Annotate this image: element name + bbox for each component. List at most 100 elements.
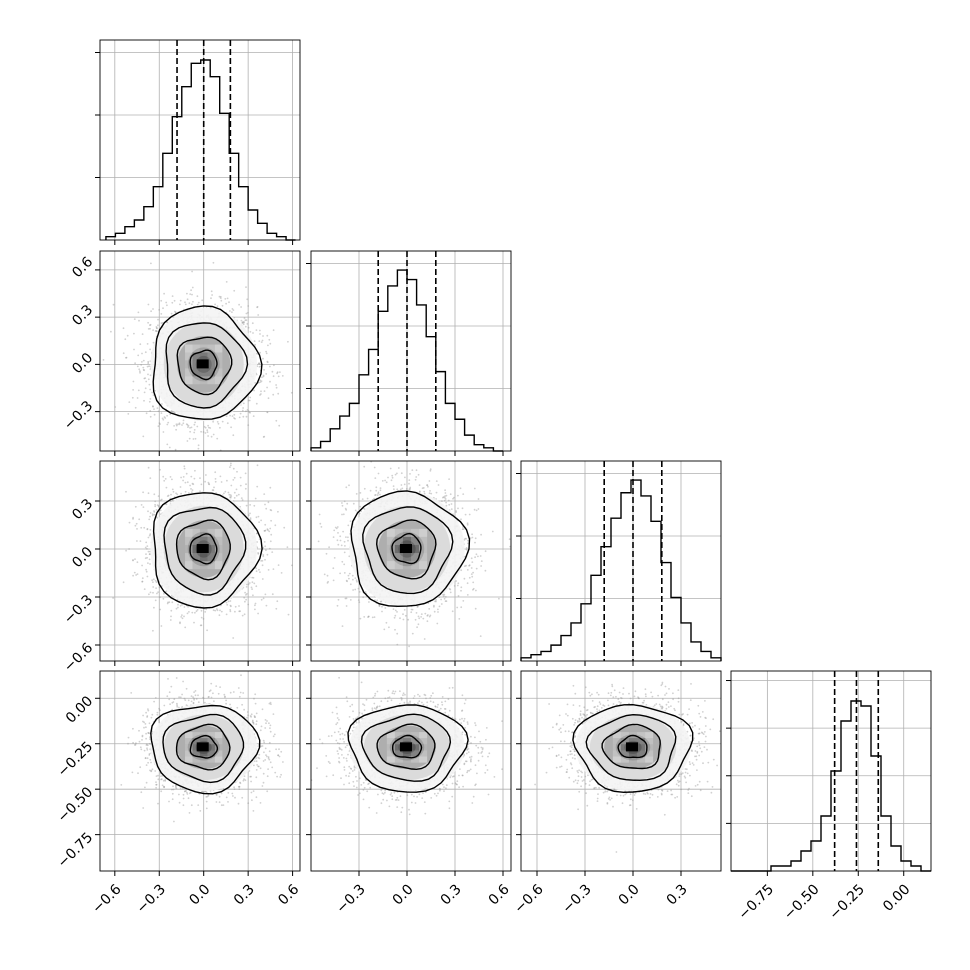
scatter-point xyxy=(141,333,144,335)
scatter-point xyxy=(193,431,196,434)
scatter-point xyxy=(149,398,152,400)
scatter-point xyxy=(149,477,152,479)
scatter-point xyxy=(283,526,286,529)
scatter-point xyxy=(260,380,263,382)
scatter-point xyxy=(232,434,235,437)
scatter-point xyxy=(267,397,270,400)
scatter-point xyxy=(241,322,244,324)
scatter-point xyxy=(156,327,159,330)
scatter-point xyxy=(267,501,270,504)
scatter-point xyxy=(268,530,271,533)
scatter-point xyxy=(161,417,164,420)
scatter-point xyxy=(200,609,203,612)
scatter-point xyxy=(177,603,179,606)
scatter-point xyxy=(255,516,258,519)
scatter-point xyxy=(149,553,151,555)
scatter-point xyxy=(242,402,245,405)
density-cell xyxy=(214,344,223,353)
scatter-point xyxy=(125,356,128,359)
scatter-point xyxy=(144,546,147,549)
scatter-point xyxy=(186,292,188,295)
scatter-point xyxy=(244,472,247,475)
scatter-point xyxy=(264,523,267,526)
scatter-point xyxy=(266,528,269,531)
scatter-point xyxy=(147,466,150,469)
scatter-point xyxy=(245,598,248,601)
scatter-point xyxy=(147,562,149,564)
scatter-point xyxy=(122,352,125,355)
scatter-point xyxy=(277,510,279,513)
scatter-point xyxy=(138,368,141,371)
scatter-point xyxy=(277,375,280,378)
scatter-point xyxy=(187,686,189,688)
scatter-point xyxy=(149,374,152,377)
scatter-point xyxy=(242,415,245,418)
scatter-point xyxy=(147,373,149,376)
scatter-point xyxy=(248,411,251,413)
scatter-point xyxy=(191,453,193,455)
scatter-point xyxy=(207,435,210,437)
scatter-point xyxy=(245,286,247,288)
scatter-point xyxy=(246,323,249,325)
scatter-point xyxy=(157,495,160,497)
scatter-point xyxy=(179,604,182,607)
scatter-point xyxy=(190,475,193,478)
scatter-point xyxy=(183,467,186,470)
scatter-point xyxy=(216,609,219,612)
density-cell xyxy=(207,360,215,369)
scatter-point xyxy=(187,426,189,428)
scatter-point xyxy=(190,488,192,490)
scatter-point xyxy=(166,495,169,497)
scatter-point xyxy=(247,583,250,586)
contour-line xyxy=(165,322,249,409)
scatter-point xyxy=(259,333,261,335)
scatter-point xyxy=(230,495,233,497)
scatter-point xyxy=(162,418,165,421)
scatter-point xyxy=(265,549,267,552)
density-cell xyxy=(199,368,208,377)
scatter-point xyxy=(251,322,254,325)
scatter-point xyxy=(204,426,207,429)
scatter-point xyxy=(249,517,252,520)
scatter-point xyxy=(237,493,240,496)
scatter-point xyxy=(238,610,241,613)
scatter-point xyxy=(166,414,169,417)
scatter-point xyxy=(152,581,154,583)
scatter-point xyxy=(280,572,283,574)
contour-line xyxy=(176,336,233,396)
scatter-point xyxy=(135,574,138,576)
scatter-point xyxy=(175,607,178,610)
scatter-point xyxy=(267,569,270,571)
scatter-point xyxy=(168,601,171,604)
scatter-point xyxy=(179,621,181,624)
scatter-point xyxy=(247,399,250,402)
scatter-point xyxy=(249,396,252,399)
scatter-point xyxy=(175,424,178,427)
scatter-point xyxy=(136,561,139,564)
scatter-point xyxy=(114,406,117,408)
scatter-point xyxy=(156,592,158,595)
scatter-point xyxy=(258,381,260,384)
density-cell xyxy=(207,368,215,377)
scatter-point xyxy=(182,479,185,482)
scatter-point xyxy=(225,302,228,305)
contour-line xyxy=(189,349,218,381)
scatter-point xyxy=(194,469,196,472)
scatter-point xyxy=(259,571,261,573)
scatter-point xyxy=(173,299,176,302)
scatter-point xyxy=(204,432,207,434)
scatter-point xyxy=(149,323,152,326)
scatter-point xyxy=(226,479,228,482)
scatter-point xyxy=(274,524,277,527)
scatter-point xyxy=(266,553,269,556)
scatter-point xyxy=(219,426,221,429)
density-cell xyxy=(192,352,200,361)
density-cell xyxy=(185,368,193,377)
scatter-point xyxy=(182,422,185,425)
scatter-point xyxy=(264,503,266,506)
scatter-point xyxy=(132,518,134,520)
scatter-point xyxy=(179,303,181,306)
scatter-point xyxy=(205,474,207,476)
scatter-point xyxy=(191,286,194,289)
scatter-point xyxy=(132,389,135,391)
